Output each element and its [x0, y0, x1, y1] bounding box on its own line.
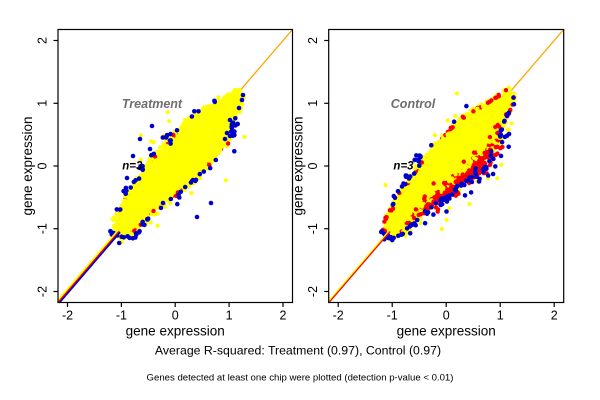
svg-text:n=3: n=3: [393, 161, 414, 173]
svg-text:Control: Control: [391, 97, 436, 111]
svg-text:gene expression: gene expression: [20, 116, 35, 215]
svg-text:-1: -1: [387, 309, 398, 323]
svg-text:-2: -2: [333, 309, 344, 323]
svg-text:0: 0: [36, 162, 50, 169]
svg-text:Genes detected at least one ch: Genes detected at least one chip were pl…: [147, 373, 454, 384]
svg-text:-2: -2: [62, 309, 73, 323]
svg-text:2: 2: [280, 309, 287, 323]
svg-text:1: 1: [36, 100, 50, 107]
svg-text:0: 0: [172, 309, 179, 323]
svg-text:n=3: n=3: [122, 161, 143, 173]
svg-text:2: 2: [36, 37, 50, 44]
svg-text:1: 1: [226, 309, 233, 323]
svg-text:gene expression: gene expression: [291, 116, 306, 215]
svg-text:-2: -2: [36, 286, 50, 297]
svg-text:gene expression: gene expression: [126, 324, 225, 339]
svg-text:1: 1: [306, 100, 320, 107]
svg-text:-1: -1: [36, 223, 50, 234]
svg-text:1: 1: [497, 309, 504, 323]
svg-text:Average R-squared: Treatment (: Average R-squared: Treatment (0.97), Con…: [155, 344, 441, 358]
svg-text:-1: -1: [116, 309, 127, 323]
svg-text:gene expression: gene expression: [397, 324, 496, 339]
svg-text:-2: -2: [306, 286, 320, 297]
svg-text:-1: -1: [306, 223, 320, 234]
svg-text:2: 2: [306, 37, 320, 44]
svg-text:0: 0: [443, 309, 450, 323]
svg-text:0: 0: [306, 162, 320, 169]
svg-text:2: 2: [551, 309, 558, 323]
svg-text:Treatment: Treatment: [122, 97, 183, 111]
